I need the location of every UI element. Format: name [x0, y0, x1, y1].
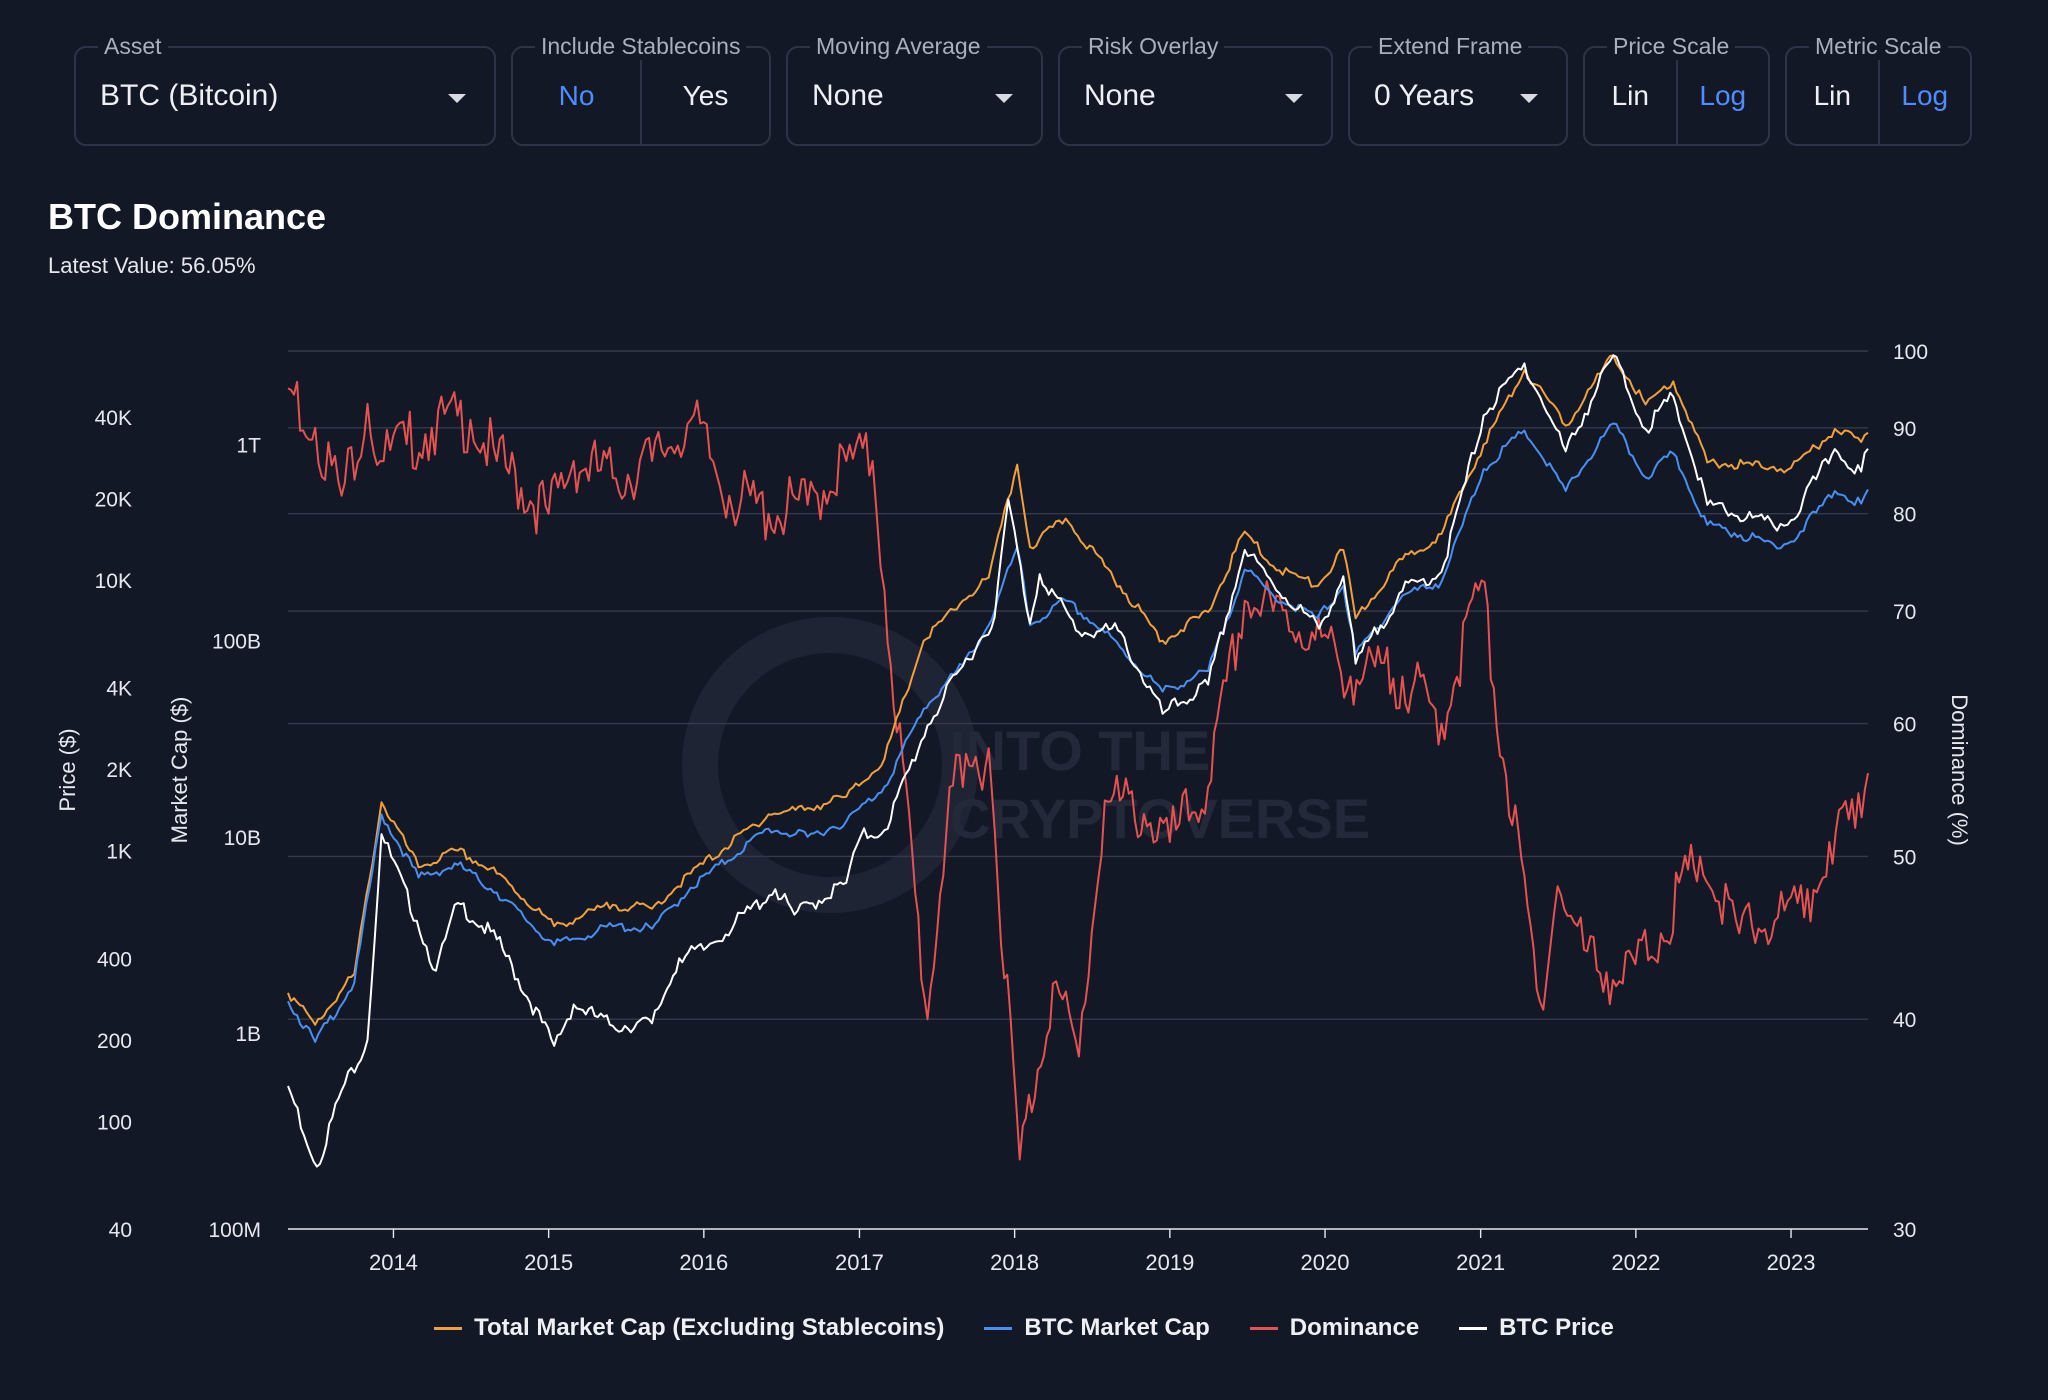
extend-frame-value: 0 Years — [1374, 79, 1475, 112]
legend-swatch — [1459, 1326, 1488, 1330]
stablecoins-toggle: Include Stablecoins No Yes — [511, 32, 771, 146]
price-tick-label: 20K — [95, 488, 132, 511]
price-tick-label: 10K — [95, 570, 132, 593]
x-tick-label: 2015 — [524, 1250, 573, 1275]
market-cap-tick-label: 1B — [235, 1023, 261, 1046]
dominance-tick-label: 60 — [1893, 714, 1916, 737]
price-scale-log-option[interactable]: Log — [1675, 48, 1769, 144]
extend-frame-label: Extend Frame — [1372, 32, 1529, 60]
dominance-tick-label: 50 — [1893, 846, 1916, 869]
chart-title: BTC Dominance — [48, 196, 327, 237]
legend-swatch — [1249, 1326, 1278, 1330]
series-line-btc-market-cap — [287, 422, 1869, 1043]
series-line-dominance — [287, 380, 1869, 1161]
price-tick-label: 100 — [97, 1111, 132, 1134]
chevron-down-icon — [995, 94, 1013, 103]
asset-label: Asset — [98, 32, 168, 60]
market-cap-tick-label: 100B — [212, 631, 261, 654]
x-tick-label: 2016 — [679, 1250, 728, 1275]
extend-frame-select[interactable]: Extend Frame 0 Years — [1348, 32, 1568, 146]
metric-scale-lin-option[interactable]: Lin — [1813, 80, 1851, 111]
price-tick-label: 400 — [97, 948, 132, 971]
x-tick-label: 2022 — [1611, 1250, 1660, 1275]
market-cap-tick-label: 10B — [224, 827, 261, 850]
price-tick-label: 40 — [109, 1219, 132, 1242]
legend-label: BTC Price — [1499, 1314, 1614, 1341]
x-tick-label: 2019 — [1145, 1250, 1194, 1275]
x-tick-label: 2017 — [835, 1250, 884, 1275]
latest-value-label: Latest Value: — [48, 253, 175, 278]
dominance-tick-label: 90 — [1893, 418, 1916, 441]
asset-value: BTC (Bitcoin) — [100, 79, 279, 112]
chart-legend: Total Market Cap (Excluding Stablecoins)… — [0, 1308, 2048, 1348]
price-scale-toggle: Price Scale Lin Log — [1583, 32, 1770, 146]
dominance-axis-title: Dominance (%) — [1947, 694, 1972, 846]
x-tick-label: 2020 — [1301, 1250, 1350, 1275]
x-tick-label: 2021 — [1456, 1250, 1505, 1275]
price-tick-label: 2K — [106, 759, 132, 782]
moving-average-value: None — [812, 79, 884, 112]
x-tick-label: 2023 — [1767, 1250, 1816, 1275]
dominance-tick-label: 80 — [1893, 504, 1916, 527]
controls-bar: Asset BTC (Bitcoin) Include Stablecoins … — [0, 0, 2048, 160]
price-scale-label: Price Scale — [1607, 32, 1736, 60]
price-tick-label: 1K — [106, 841, 132, 864]
legend-item[interactable]: BTC Market Cap — [984, 1314, 1210, 1342]
metric-scale-toggle: Metric Scale Lin Log — [1785, 32, 1972, 146]
asset-select[interactable]: Asset BTC (Bitcoin) — [74, 32, 496, 146]
risk-overlay-label: Risk Overlay — [1082, 32, 1225, 60]
stablecoins-no-option[interactable]: No — [558, 80, 595, 111]
latest-value: 56.05% — [180, 253, 256, 278]
price-tick-label: 200 — [97, 1030, 132, 1053]
chevron-down-icon — [1285, 94, 1303, 103]
stablecoins-yes-option[interactable]: Yes — [640, 48, 769, 144]
x-tick-label: 2018 — [990, 1250, 1039, 1275]
chevron-down-icon — [448, 94, 466, 103]
price-axis-title: Price ($) — [55, 728, 80, 811]
risk-overlay-select[interactable]: Risk Overlay None — [1058, 32, 1333, 146]
legend-item[interactable]: Total Market Cap (Excluding Stablecoins) — [434, 1314, 944, 1342]
legend-label: Dominance — [1289, 1314, 1420, 1341]
market-cap-axis-title: Market Cap ($) — [167, 697, 192, 844]
moving-average-select[interactable]: Moving Average None — [786, 32, 1043, 146]
legend-swatch — [984, 1326, 1013, 1330]
risk-overlay-value: None — [1084, 79, 1156, 112]
metric-scale-label: Metric Scale — [1809, 32, 1948, 60]
dominance-tick-label: 100 — [1893, 341, 1928, 364]
market-cap-tick-label: 1T — [236, 435, 261, 458]
legend-swatch — [434, 1326, 463, 1330]
market-cap-tick-label: 100M — [208, 1219, 261, 1242]
legend-item[interactable]: Dominance — [1249, 1314, 1420, 1342]
legend-label: Total Market Cap (Excluding Stablecoins) — [474, 1314, 945, 1341]
series-line-btc-price — [287, 354, 1869, 1168]
dominance-tick-label: 70 — [1893, 601, 1916, 624]
dominance-tick-label: 30 — [1893, 1219, 1916, 1242]
moving-average-label: Moving Average — [810, 32, 987, 60]
legend-item[interactable]: BTC Price — [1459, 1314, 1614, 1342]
price-scale-lin-option[interactable]: Lin — [1611, 80, 1649, 111]
watermark-text: INTO THE — [950, 719, 1210, 782]
price-tick-label: 4K — [106, 678, 132, 701]
price-tick-label: 40K — [95, 407, 132, 430]
chevron-down-icon — [1520, 94, 1538, 103]
x-tick-label: 2014 — [369, 1250, 418, 1275]
dominance-tick-label: 40 — [1893, 1009, 1916, 1032]
stablecoins-label: Include Stablecoins — [535, 32, 747, 60]
latest-value-line: Latest Value: 56.05% — [48, 253, 256, 279]
legend-label: BTC Market Cap — [1024, 1314, 1210, 1341]
metric-scale-log-option[interactable]: Log — [1877, 48, 1971, 144]
